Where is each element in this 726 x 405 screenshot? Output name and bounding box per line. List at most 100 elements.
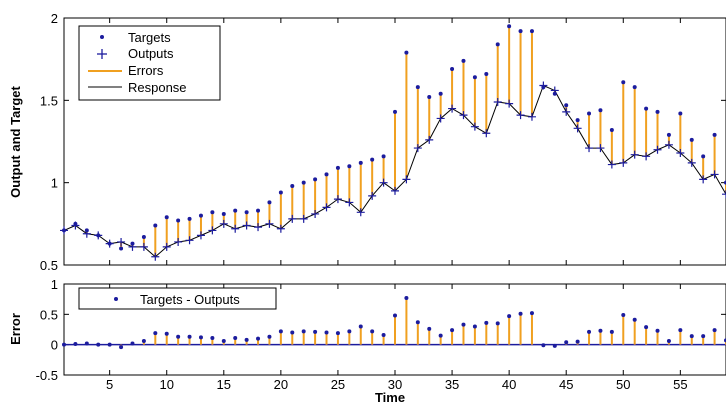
output-point: [413, 144, 422, 153]
output-point: [425, 135, 434, 144]
output-point: [162, 242, 171, 251]
target-point: [575, 118, 580, 123]
target-point: [609, 127, 614, 132]
output-point: [448, 104, 457, 113]
target-point: [712, 132, 717, 137]
difference-point: [107, 342, 112, 347]
difference-point: [507, 314, 512, 319]
x-tick-label: 40: [502, 377, 516, 392]
difference-point: [461, 322, 466, 327]
x-tick-label: 55: [673, 377, 687, 392]
output-point: [436, 114, 445, 123]
output-point: [60, 226, 68, 235]
difference-point: [644, 325, 649, 330]
output-point: [208, 226, 217, 235]
target-point: [358, 160, 363, 165]
target-point: [290, 183, 295, 188]
top-y-tick-label: 2: [51, 11, 58, 26]
target-point: [450, 67, 455, 72]
output-point: [493, 97, 502, 106]
output-point: [356, 208, 365, 217]
target-point: [267, 200, 272, 205]
target-point: [507, 24, 512, 29]
output-point: [265, 219, 274, 228]
target-point: [701, 154, 706, 159]
difference-point: [541, 343, 546, 348]
target-point: [313, 177, 318, 182]
output-point: [117, 237, 126, 246]
target-point: [278, 190, 283, 195]
output-point: [482, 129, 491, 138]
target-point: [518, 29, 523, 34]
output-point: [699, 175, 708, 184]
difference-point: [119, 345, 124, 350]
bottom-legend: Targets - Outputs: [78, 287, 277, 310]
output-point: [585, 144, 594, 153]
difference-point: [564, 340, 569, 345]
difference-point: [290, 330, 295, 335]
bottom-x-ticks: 5 10 15 20 25 30 35 40 45 50 55: [106, 284, 688, 392]
legend-difference-label: Targets - Outputs: [140, 292, 240, 307]
target-point: [472, 75, 477, 80]
target-point: [598, 108, 603, 113]
target-point: [529, 29, 534, 34]
target-point: [404, 50, 409, 55]
output-point: [276, 224, 285, 233]
bottom-y-tick-label: 0: [51, 338, 58, 353]
difference-point: [358, 324, 363, 329]
bottom-y-tick-label: -0.5: [36, 368, 58, 383]
difference-point: [393, 313, 397, 318]
output-point: [687, 158, 696, 167]
difference-point: [130, 341, 135, 346]
legend-difference-marker: [114, 297, 118, 301]
target-point: [655, 109, 660, 114]
target-point: [689, 137, 694, 142]
difference-point: [84, 341, 89, 346]
output-point: [470, 122, 479, 131]
output-point: [94, 231, 103, 240]
output-markers: [60, 81, 726, 261]
target-point: [153, 223, 158, 228]
difference-point: [484, 320, 489, 325]
difference-point: [438, 333, 443, 338]
output-point: [562, 107, 571, 116]
target-point: [335, 165, 340, 170]
output-point: [379, 178, 388, 187]
difference-point: [415, 320, 420, 325]
difference-point: [518, 311, 523, 316]
target-point: [393, 109, 397, 114]
difference-point: [598, 328, 603, 333]
difference-point: [267, 334, 272, 339]
output-point: [231, 224, 240, 233]
target-markers: [62, 24, 726, 251]
difference-point: [632, 317, 637, 322]
output-point: [516, 111, 525, 120]
x-axis-label: Time: [375, 390, 405, 405]
legend-targets-marker: [100, 35, 104, 39]
output-point: [527, 112, 536, 121]
output-point: [82, 229, 91, 238]
top-y-ticks: 0.5 1 1.5 2: [40, 11, 726, 273]
legend-targets-label: Targets: [128, 30, 171, 45]
difference-point: [347, 329, 352, 334]
output-point: [333, 195, 342, 204]
target-point: [564, 103, 569, 108]
target-point: [141, 235, 146, 240]
legend-outputs-label: Outputs: [128, 46, 174, 61]
bottom-y-axis-label: Error: [8, 313, 23, 345]
difference-point: [73, 342, 78, 347]
target-point: [301, 180, 306, 185]
output-point: [573, 124, 582, 133]
legend-response-label: Response: [128, 80, 187, 95]
target-point: [644, 106, 649, 111]
difference-point: [427, 326, 432, 331]
output-point: [550, 86, 559, 95]
x-tick-label: 30: [388, 377, 402, 392]
difference-point: [313, 329, 318, 334]
output-point: [676, 149, 685, 158]
target-point: [678, 111, 683, 116]
output-point: [128, 242, 137, 251]
difference-markers: [62, 295, 726, 350]
difference-point: [198, 335, 203, 340]
